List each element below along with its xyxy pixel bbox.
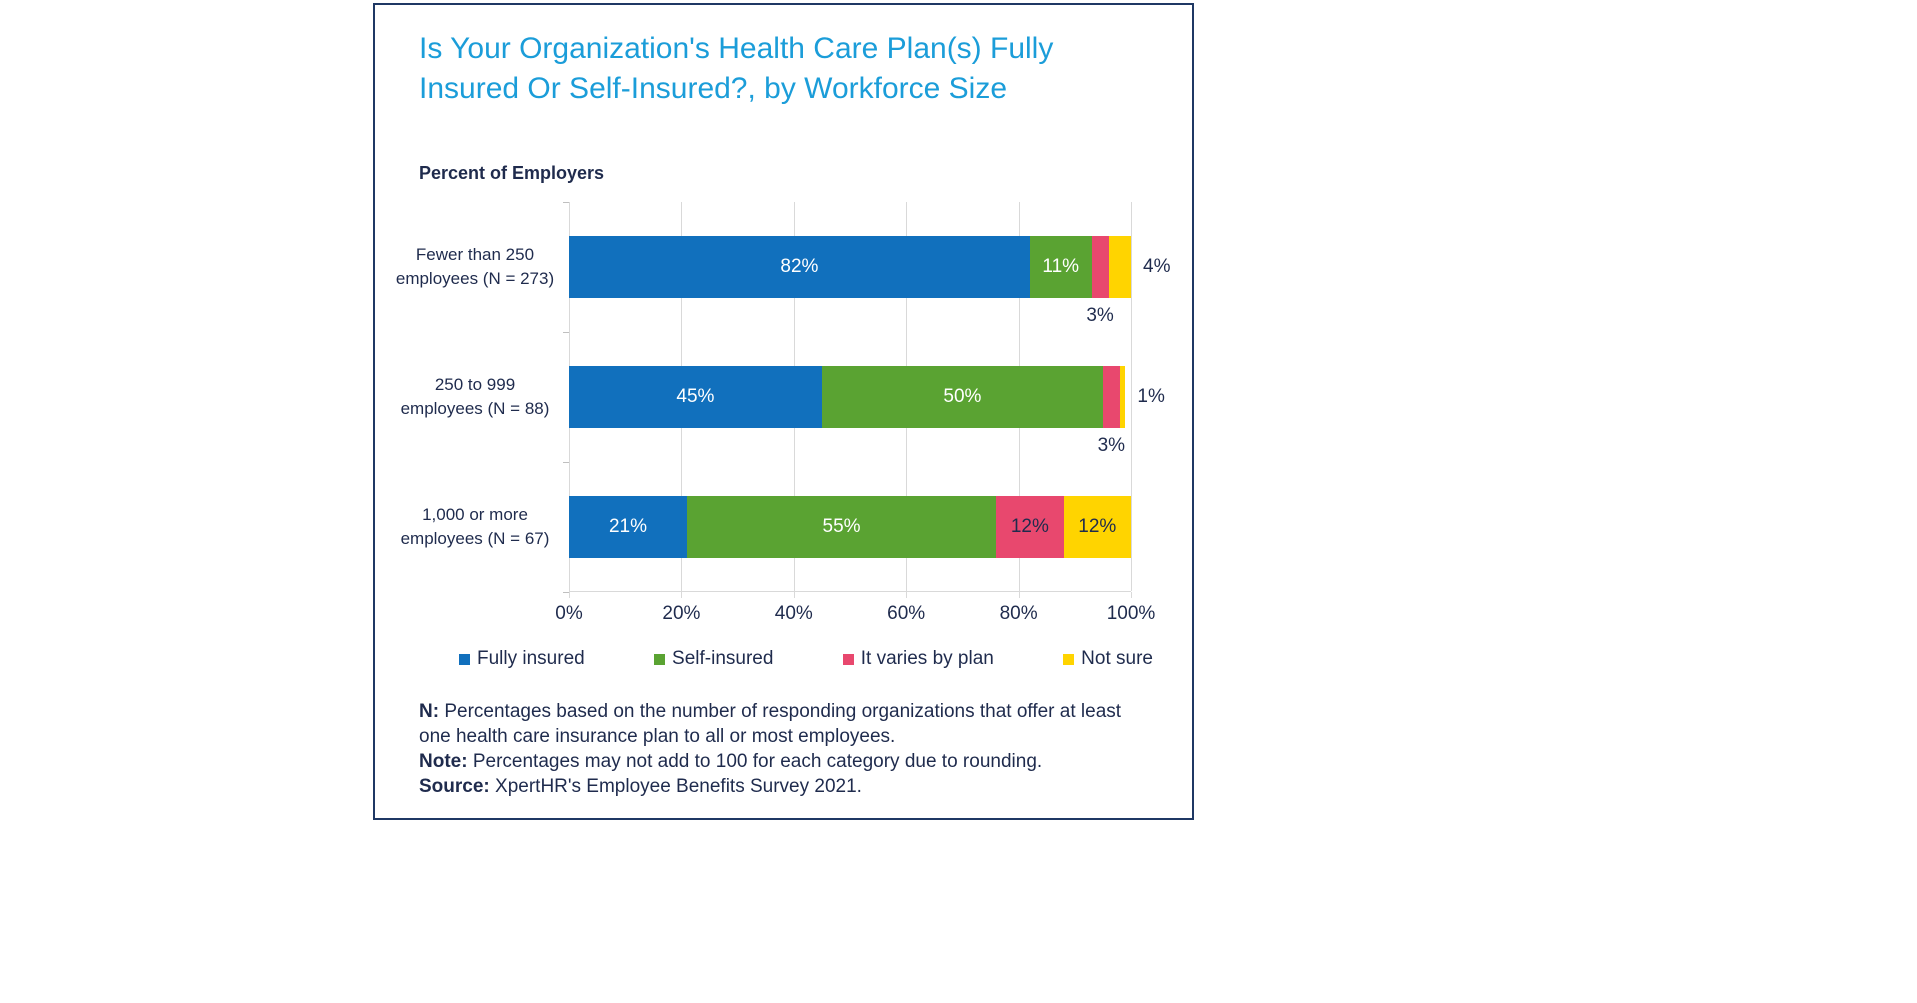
chart-title: Is Your Organization's Health Care Plan(… [419, 32, 1054, 105]
category-axis-tick [563, 332, 569, 333]
bar-value-label-right: 1% [1137, 386, 1165, 407]
bar-value-label: 45% [676, 386, 715, 407]
bar-value-label: 82% [780, 256, 819, 277]
bar-value-label: 12% [1078, 516, 1117, 537]
bar-segment-it-varies-by-plan [1102, 366, 1120, 428]
category-axis-tick [563, 462, 569, 463]
bar-row: 21% 55% 12% 12% [569, 496, 1131, 558]
bar-value-label: 50% [943, 386, 982, 407]
category-axis-tick [563, 202, 569, 203]
plot-area: 82% 11% 4% 3% 45% 50% 1% 3% 21% 55% 12% 12% [563, 202, 1170, 598]
legend-marker-it-varies-by-plan [842, 653, 854, 665]
x-axis-tick [569, 592, 570, 598]
x-tick-label: 20% [662, 603, 701, 624]
x-axis-tick [681, 592, 683, 598]
x-tick-label: 80% [999, 603, 1038, 624]
bar-value-label: 11% [1042, 256, 1080, 277]
category-axis-tick [563, 592, 569, 593]
category-label: Fewer than 250 employees (N = 273) [395, 245, 555, 288]
bar-segment-not-sure [1108, 236, 1131, 298]
legend-marker-not-sure [1063, 653, 1075, 665]
bar-row: 45% 50% 1% [569, 366, 1165, 428]
chart-subtitle: Percent of Employers [419, 163, 605, 183]
bar-value-label-right: 4% [1143, 256, 1171, 277]
x-tick-label: 40% [774, 603, 813, 624]
bar-value-label-below: 3% [1086, 305, 1114, 326]
bar-segment-fully-insured: 82% [569, 236, 1030, 298]
legend-label: Fully insured [477, 648, 585, 669]
note-n: N: Percentages based on the number of re… [419, 699, 1147, 749]
note-source: Source: XpertHR's Employee Benefits Surv… [419, 774, 1147, 799]
bar-segment-self-insured: 55% [687, 496, 997, 558]
bar-segment-fully-insured: 21% [569, 496, 688, 558]
legend-item-not-sure: Not sure [1063, 648, 1153, 670]
legend-marker-self-insured [654, 653, 666, 665]
x-axis-tick [793, 592, 795, 598]
chart-area: 82% 11% 4% 3% 45% 50% 1% 3% 21% 55% 12% 12% Fewer t… [375, 202, 1192, 642]
note-rounding: Note: Percentages may not add to 100 for… [419, 749, 1147, 774]
x-axis-tick [1018, 592, 1020, 598]
legend-label: It varies by plan [860, 648, 994, 669]
legend-item-it-varies-by-plan: It varies by plan [842, 648, 994, 670]
legend-label: Self-insured [672, 648, 774, 669]
bar-value-label: 12% [1010, 516, 1049, 537]
x-axis-tick [1131, 592, 1132, 598]
bar-value-label: 55% [822, 516, 861, 537]
bar-segment-it-varies-by-plan [1091, 236, 1109, 298]
bar-segment-fully-insured: 45% [569, 366, 822, 428]
bar-segment-it-varies-by-plan: 12% [996, 496, 1064, 558]
legend-marker-fully-insured [459, 653, 470, 665]
category-label: 1,000 or more employees (N = 67) [400, 505, 550, 548]
category-label: 250 to 999 employees (N = 88) [400, 375, 550, 418]
note-source-text: XpertHR's Employee Benefits Survey 2021. [489, 776, 862, 797]
bar-segment-self-insured: 11% [1029, 236, 1092, 298]
legend-label: Not sure [1081, 648, 1153, 669]
bar-row: 82% 11% 4% [569, 236, 1170, 298]
bar-segment-self-insured: 50% [821, 366, 1103, 428]
chart-card: Is Your Organization's Health Care Plan(… [373, 3, 1194, 820]
bar-value-label-below: 3% [1097, 435, 1126, 456]
note-n-text: Percentages based on the number of respo… [419, 701, 1122, 747]
bar-segment-not-sure [1119, 366, 1126, 428]
note-n-label: N: [419, 701, 440, 722]
note-rounding-label: Note: [419, 751, 468, 772]
gridline [1131, 202, 1132, 591]
bar-value-label: 21% [608, 516, 648, 537]
notes: N: Percentages based on the number of re… [419, 699, 1147, 799]
x-axis-tick [906, 592, 908, 598]
bar-segment-not-sure: 12% [1063, 496, 1131, 558]
x-tick-label: 0% [555, 603, 583, 624]
legend: Fully insured Self-insured It varies by pl… [459, 648, 1153, 670]
x-tick-label: 100% [1106, 603, 1156, 624]
legend-item-fully-insured: Fully insured [459, 648, 585, 670]
legend-item-self-insured: Self-insured [654, 648, 773, 670]
note-source-label: Source: [419, 776, 490, 797]
note-rounding-text: Percentages may not add to 100 for each … [467, 751, 1043, 772]
x-tick-label: 60% [887, 603, 926, 624]
